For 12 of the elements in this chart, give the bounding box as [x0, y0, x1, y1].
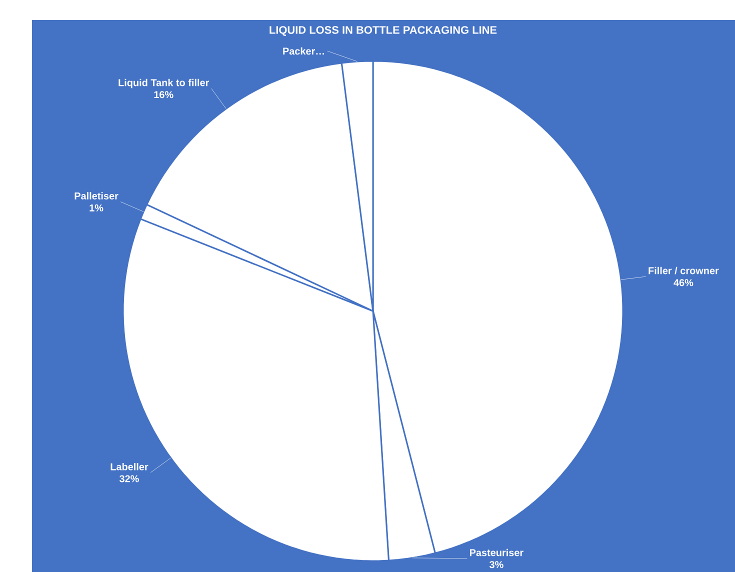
- data-label: 1%: [90, 204, 104, 212]
- data-label: 32%: [119, 475, 139, 482]
- chart-title: LIQUID LOSS IN BOTTLE PACKAGING LINE: [270, 26, 497, 36]
- slice-label: Filler / crowner: [648, 266, 719, 274]
- slice-label: Liquid Tank to filler: [118, 78, 210, 88]
- slice-label: Packer…: [283, 47, 324, 55]
- data-label: 46%: [674, 279, 694, 286]
- slice-label: Pasteuriser: [470, 548, 524, 556]
- slice-label: Labeller: [110, 462, 148, 470]
- data-label: 3%: [489, 561, 504, 568]
- data-label: 16%: [154, 91, 174, 98]
- slice-label: Palletiser: [74, 192, 118, 200]
